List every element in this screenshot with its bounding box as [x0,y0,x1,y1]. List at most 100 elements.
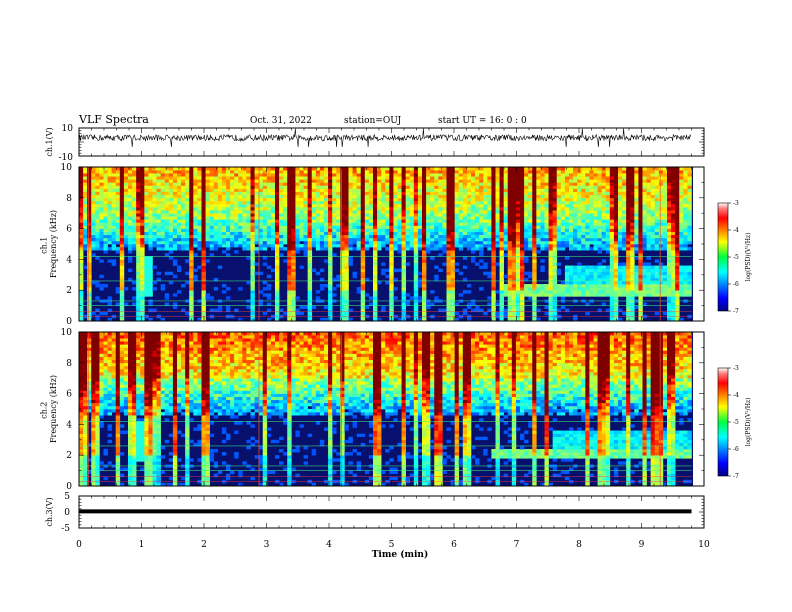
spectrogram-cell [401,231,406,236]
spectrogram-cell [136,191,141,196]
spectrogram-cell [201,280,206,285]
spectrogram-cell [585,194,590,199]
spectrogram-cell [446,284,451,288]
spectrogram-cell [79,173,84,177]
spectrogram-cell [491,293,496,297]
spectrogram-cell [144,290,149,294]
spectrogram-cell [540,228,545,232]
spectrogram-cell [160,213,166,217]
spectrogram-cell [573,290,578,294]
spectrogram-cell [303,191,308,196]
spectrogram-cell [144,225,149,229]
spectrogram-cell [181,194,186,199]
spectrogram-cell [332,222,337,226]
spectrogram-cell [524,210,529,214]
spectrogram-cell [524,216,529,220]
spectrogram-cell [230,231,235,236]
spectrogram-cell [201,191,206,196]
spectrogram-cell [315,247,321,251]
spectrogram-cell [156,237,161,242]
spectrogram-cell [79,240,84,245]
spectrogram-cell [499,280,504,285]
spectrogram-cell [201,262,206,266]
spectrogram-cell [168,200,174,205]
spectrogram-cell [136,231,141,236]
spectrogram-cell [266,179,272,183]
spectrogram-cell [373,259,378,263]
spectrogram-cell [585,219,590,223]
spectrogram-cell [544,225,549,229]
spectrogram-cell [536,207,541,211]
spectrogram-cell [262,234,268,239]
spectrogram-cell [213,234,219,239]
spectrogram-cell [560,305,566,309]
spectrogram-cell [552,203,558,208]
spectrogram-cell [520,194,525,199]
spectrogram-cell [540,207,545,211]
spectrogram-cell [373,200,378,205]
spectrogram-cell [95,191,100,196]
spectrogram-cell [168,247,174,251]
spectrogram-cell [332,244,337,248]
spectrogram-cell [585,173,590,177]
spectrogram-cell [438,203,443,208]
spectrogram-cell [132,179,137,183]
spectrogram-cell [487,271,492,276]
spectrogram-cell [426,210,431,214]
spectrogram-cell [520,259,525,263]
spectrogram-cell [589,219,594,223]
spectrogram-cell [344,262,349,266]
spectrogram-cell [307,216,313,220]
spectrogram-cell [287,225,292,229]
spectrogram-cell [340,265,345,269]
spectrogram-cell [528,207,533,211]
spectrogram-cell [340,293,345,297]
spectrogram-cell [605,277,611,282]
spectrogram-cell [189,284,194,288]
spectrogram-cell [315,219,321,223]
spectrogram-cell [172,259,178,263]
spectrogram-cell [148,185,153,189]
spectrogram-cell [328,222,333,226]
spectrogram-cell [609,179,615,183]
spectrogram-cell [462,200,468,205]
spectrogram-cell [618,277,623,282]
spectrogram-cell [560,222,566,226]
spectrogram-cell [328,284,333,288]
spectrogram-cell [577,262,582,266]
spectrogram-cell [152,200,157,205]
spectrogram-cell [352,240,357,245]
spectrogram-cell [589,284,594,288]
spectrogram-cell [458,170,464,174]
spectrogram-cell [197,182,202,186]
spectrogram-cell [209,173,215,177]
spectrogram-cell [397,222,402,226]
spectrogram-cell [401,290,406,294]
spectrogram-cell [238,185,243,189]
spectrogram-cell [417,225,423,229]
spectrogram-cell [177,240,182,245]
spectrogram-cell [556,231,562,236]
spectrogram-cell [213,219,219,223]
spectrogram-cell [152,176,157,180]
spectrogram-cell [148,265,153,269]
spectrogram-cell [507,210,513,214]
spectrogram-cell [115,247,121,251]
spectrogram-cell [544,222,549,226]
spectrogram-cell [201,188,206,192]
spectrogram-cell [405,216,411,220]
spectrogram-cell [520,256,525,260]
spectrogram-cell [234,240,239,245]
spectrogram-cell [520,284,525,288]
spectrogram-cell [324,216,329,220]
spectrogram-cell [140,265,145,269]
spectrogram-cell [189,308,194,313]
spectrogram-cell [613,268,619,273]
spectrogram-cell [319,203,325,208]
spectrogram-cell [577,247,582,251]
spectrogram-cell [483,237,488,242]
spectrogram-cell [491,170,496,174]
spectrogram-cell [397,231,402,236]
spectrogram-cell [283,200,288,205]
spectrogram-cell [381,228,386,232]
